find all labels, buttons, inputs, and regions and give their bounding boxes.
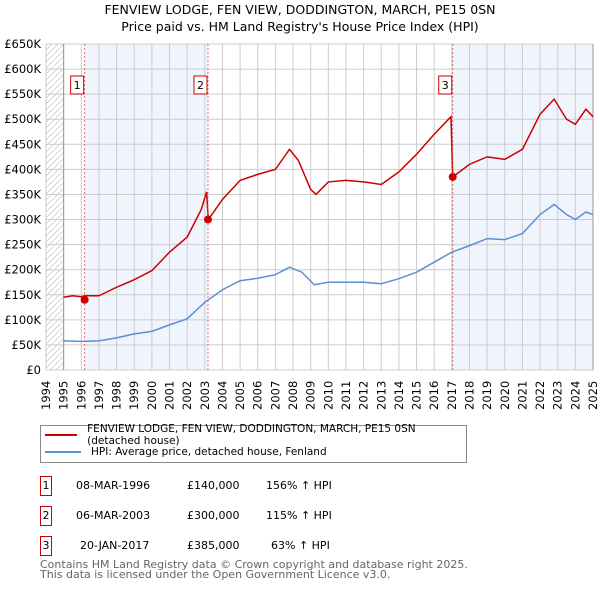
x-tick-label: 2011 [339,381,353,410]
sale-hpi-diff: 63% ↑ HPI [271,539,330,552]
x-tick-label: 2006 [251,381,265,410]
footer-line-2: This data is licensed under the Open Gov… [40,568,391,581]
sale-badge: 3 [40,536,52,556]
sale-date: 20-JAN-2017 [80,539,150,552]
y-tick-label: £0 [26,363,41,377]
x-tick-label: 1994 [39,381,53,410]
y-tick-label: £350K [4,187,41,201]
x-tick-label: 2000 [145,381,159,410]
footer-line-1: Contains HM Land Registry data © Crown c… [40,558,468,571]
y-tick-label: £50K [12,338,42,352]
chart-subtitle: Price paid vs. HM Land Registry's House … [121,19,479,34]
price-chart: 1994 1995 1996 1997 1998 1999 2000 2001 2002 2003… [4,37,600,410]
sale-badge: 2 [40,506,52,526]
sale-date: 08-MAR-1996 [76,479,151,492]
footer: Contains HM Land Registry data © Crown c… [40,558,468,581]
sale-label-box [70,75,85,95]
x-tick-label: 2022 [533,381,547,410]
y-tick-label: £600K [4,62,41,76]
x-tick-label: 1999 [127,381,141,410]
sale-label: 3 [442,79,449,92]
sale-price: £140,000 [187,479,240,492]
chart-title: FENVIEW LODGE, FEN VIEW, DODDINGTON, MAR… [104,2,496,17]
sale-label-box [438,75,453,95]
legend: FENVIEW LODGE, FEN VIEW, DODDINGTON, MAR… [40,423,467,463]
y-tick-label: £100K [4,313,41,327]
sale-badge: 1 [40,476,52,496]
x-tick-label: 1996 [74,381,88,410]
y-tick-label: £200K [4,263,41,277]
y-tick-label: £250K [4,238,41,252]
x-tick-label: 2014 [392,381,406,410]
y-tick-label: £300K [4,213,41,227]
sale-price: £300,000 [187,509,240,522]
x-tick-label: 2010 [321,381,335,410]
x-tick-label: 2017 [445,381,459,410]
sale-label: 1 [74,79,81,92]
y-tick-label: £650K [4,37,41,51]
sale-point [203,215,212,224]
shaded-period-1-2 [84,44,208,370]
x-tick-label: 1997 [92,381,106,410]
property-price-line [63,97,594,299]
x-tick-label: 2018 [462,381,476,410]
y-tick-label: £450K [4,137,41,151]
legend-swatch-hpi [45,451,81,453]
x-tick-label: 1998 [110,381,124,410]
x-tick-label: 2023 [551,381,565,410]
x-tick-label: 2009 [304,381,318,410]
y-tick-label: £550K [4,87,41,101]
hpi-line [63,203,594,343]
x-tick-label: 2025 [586,381,600,410]
y-tick-label: £150K [4,288,41,302]
x-tick-label: 2001 [163,381,177,410]
x-tick-label: 2002 [180,381,194,410]
x-tick-label: 2005 [233,381,247,410]
pre-data-hatch [46,44,64,370]
x-tick-label: 2019 [480,381,494,410]
sale-price: £385,000 [187,539,240,552]
x-tick-label: 2021 [515,381,529,410]
x-tick-label: 2015 [410,381,424,410]
sale-label-box [193,75,208,95]
sale-hpi-diff: 156% ↑ HPI [266,479,332,492]
legend-swatch-property [45,434,78,436]
x-tick-label: 1995 [57,381,71,410]
legend-label-hpi: HPI: Average price, detached house, Fenl… [91,446,327,458]
x-tick-label: 2008 [286,381,300,410]
sale-hpi-diff: 115% ↑ HPI [266,509,332,522]
x-tick-label: 2007 [268,381,282,410]
x-tick-label: 2016 [427,381,441,410]
sale-point [80,295,89,304]
x-tick-label: 2012 [357,381,371,410]
x-tick-label: 2013 [374,381,388,410]
x-tick-label: 2003 [198,381,212,410]
sale-point [448,172,457,181]
y-tick-label: £400K [4,162,41,176]
sale-label: 2 [197,79,204,92]
sale-date: 06-MAR-2003 [76,509,151,522]
x-tick-label: 2004 [215,381,229,410]
x-tick-label: 2024 [568,381,582,410]
x-tick-label: 2020 [498,381,512,410]
y-tick-label: £500K [4,112,41,126]
legend-label-property: FENVIEW LODGE, FEN VIEW, DODDINGTON, MAR… [87,423,416,447]
